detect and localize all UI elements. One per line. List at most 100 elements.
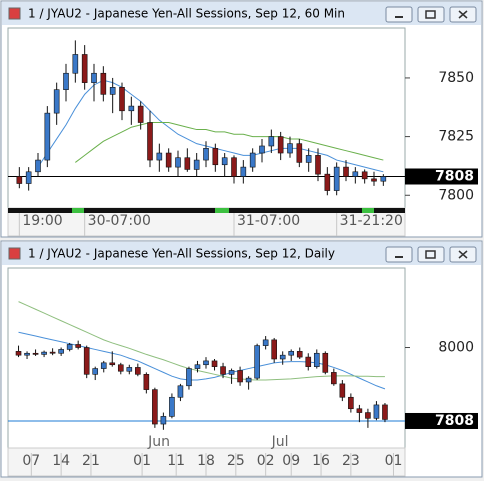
candle-body	[152, 389, 158, 425]
candle-body	[81, 54, 88, 83]
candle-body	[15, 351, 22, 356]
candle-body	[49, 351, 56, 354]
window-title: 1 / JYAU2 - Japanese Yen-All Sessions, S…	[28, 247, 335, 261]
candle-body	[137, 105, 144, 123]
candle-body	[100, 72, 107, 95]
minimize-button[interactable]	[385, 6, 413, 23]
y-tick-label: 7825	[438, 129, 474, 145]
candle-body	[259, 145, 265, 154]
candle-body	[203, 360, 209, 366]
y-tick-label: 8000	[438, 340, 474, 356]
y-tick-label: 7800	[438, 187, 474, 203]
x-tick-label: 19:00	[22, 213, 62, 229]
candle-body	[24, 352, 30, 356]
candle-body	[296, 143, 303, 163]
title-bar	[2, 242, 481, 265]
candle-body	[25, 171, 32, 184]
x-tick-label: 02	[257, 453, 275, 469]
candle-body	[352, 171, 359, 177]
candle-body	[324, 173, 331, 191]
candle-body	[41, 351, 47, 355]
candle-body	[221, 157, 228, 166]
moving-average-line	[37, 79, 384, 173]
candle-body	[277, 136, 284, 154]
candle-body	[186, 368, 192, 387]
window-icon	[8, 7, 21, 20]
candle-body	[240, 166, 247, 177]
candle-body	[382, 404, 388, 420]
candle-body	[249, 152, 256, 168]
close-glyph	[458, 10, 468, 19]
candle-body	[245, 377, 252, 383]
candle-body	[91, 72, 97, 83]
x-tick-label: 25	[227, 453, 245, 469]
candle-body	[288, 351, 295, 356]
x-tick-label: 01	[133, 453, 151, 469]
candle-body	[75, 344, 81, 348]
candle-body	[373, 404, 380, 419]
candle-body	[296, 351, 303, 358]
candle-body	[184, 157, 191, 170]
x-tick-label: 16	[312, 453, 330, 469]
candle-body	[66, 344, 73, 350]
candle-body	[361, 171, 368, 180]
x-tick-label: 18	[197, 453, 215, 469]
restore-glyph	[425, 250, 436, 259]
candle-body	[63, 72, 69, 90]
minimize-glyph	[395, 256, 403, 258]
candle-body	[231, 157, 237, 177]
candle-body	[92, 368, 99, 375]
x-tick-label: 30-07:00	[88, 213, 151, 229]
minimize-button[interactable]	[385, 246, 413, 263]
session-marker	[72, 208, 84, 213]
candle-body	[262, 339, 269, 346]
candle-body	[333, 166, 340, 191]
x-tick-label: 01	[385, 453, 403, 469]
restore-button[interactable]	[417, 246, 445, 263]
month-label: Jun	[147, 434, 170, 450]
candle-body	[193, 159, 200, 170]
candle-body	[147, 122, 153, 161]
candle-body	[44, 112, 51, 161]
candle-body	[365, 412, 371, 419]
session-bar	[8, 208, 405, 213]
x-tick-label: 31-07:00	[237, 213, 300, 229]
x-tick-label: 23	[342, 453, 360, 469]
candle-body	[339, 383, 346, 398]
candle-body	[203, 148, 209, 161]
candle-body	[237, 370, 243, 383]
candle-body	[194, 364, 201, 369]
close-glyph	[458, 250, 468, 259]
minimize-glyph	[395, 16, 403, 18]
moving-average-line	[75, 122, 384, 163]
y-tick-label: 7850	[438, 70, 474, 86]
candle-body	[109, 87, 116, 95]
session-marker	[215, 208, 229, 213]
candle-body	[356, 408, 363, 413]
x-tick-label: 07	[22, 453, 40, 469]
candle-body	[126, 367, 133, 372]
candle-body	[279, 354, 286, 360]
last-price-box	[405, 412, 478, 429]
x-tick-label: 31-21:20	[340, 213, 403, 229]
window-icon	[8, 247, 21, 260]
candle-body	[128, 105, 135, 112]
title-bar	[2, 2, 481, 25]
x-tick-label: 21	[82, 453, 100, 469]
candle-body	[165, 152, 172, 168]
candle-body	[156, 152, 163, 161]
candle-body	[175, 157, 181, 168]
restore-button[interactable]	[417, 6, 445, 23]
last-price-label: 7808	[435, 413, 474, 429]
candle-body	[72, 54, 79, 74]
month-label: Jul	[271, 434, 289, 450]
x-tick-label: 09	[282, 453, 300, 469]
candle-body	[313, 352, 320, 367]
candle-body	[220, 366, 226, 375]
candle-body	[100, 362, 107, 369]
candle-body	[58, 349, 64, 354]
candle-body	[16, 176, 23, 184]
candle-body	[109, 362, 116, 366]
candle-body	[53, 89, 60, 114]
